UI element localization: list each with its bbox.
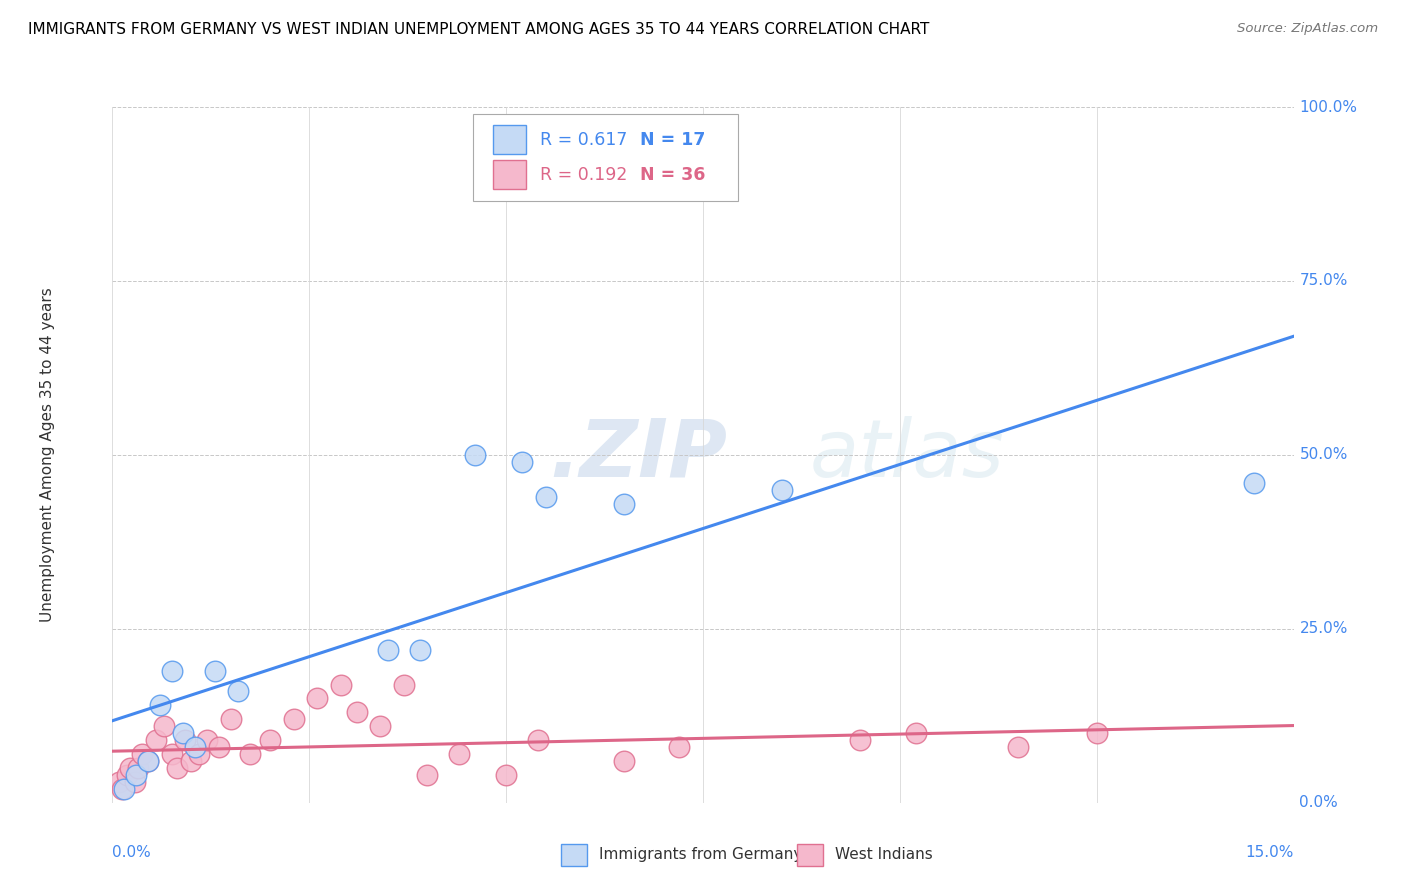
Point: [136, 754, 159, 768]
Text: R = 0.617: R = 0.617: [540, 131, 627, 149]
Point: [127, 761, 149, 775]
Point: [613, 754, 636, 768]
Point: [534, 490, 557, 504]
Point: [219, 712, 242, 726]
Text: Unemployment Among Ages 35 to 44 years: Unemployment Among Ages 35 to 44 years: [39, 287, 55, 623]
Text: West Indians: West Indians: [835, 847, 934, 863]
Text: Immigrants from Germany: Immigrants from Germany: [599, 847, 803, 863]
Point: [447, 747, 470, 761]
Point: [849, 733, 872, 747]
Point: [228, 684, 250, 698]
Point: [668, 740, 690, 755]
Point: [208, 740, 231, 755]
Point: [107, 775, 129, 789]
Point: [112, 781, 135, 796]
Point: [259, 733, 281, 747]
Point: [416, 768, 439, 782]
Point: [377, 642, 399, 657]
Text: 0.0%: 0.0%: [112, 845, 152, 860]
Point: [368, 719, 391, 733]
Text: 100.0%: 100.0%: [1299, 100, 1357, 114]
Text: Source: ZipAtlas.com: Source: ZipAtlas.com: [1237, 22, 1378, 36]
Point: [526, 733, 548, 747]
Point: [770, 483, 793, 497]
Point: [188, 747, 211, 761]
Point: [613, 497, 636, 511]
Text: N = 17: N = 17: [640, 131, 706, 149]
Text: R = 0.192: R = 0.192: [540, 166, 627, 184]
Point: [180, 754, 202, 768]
Point: [160, 747, 183, 761]
Point: [195, 733, 218, 747]
Point: [160, 664, 183, 678]
Point: [204, 664, 226, 678]
Text: atlas: atlas: [810, 416, 1004, 494]
Point: [115, 768, 138, 782]
Text: 75.0%: 75.0%: [1299, 274, 1348, 288]
Point: [307, 691, 329, 706]
Point: [136, 754, 159, 768]
Point: [145, 733, 167, 747]
Point: [118, 761, 141, 775]
Text: 50.0%: 50.0%: [1299, 448, 1348, 462]
Text: 15.0%: 15.0%: [1246, 845, 1294, 860]
Text: 25.0%: 25.0%: [1299, 622, 1348, 636]
Point: [1243, 475, 1265, 490]
FancyBboxPatch shape: [492, 160, 526, 189]
FancyBboxPatch shape: [797, 844, 824, 866]
Point: [329, 677, 352, 691]
Text: .ZIP: .ZIP: [550, 416, 727, 494]
Point: [464, 448, 486, 462]
Point: [904, 726, 927, 740]
Point: [495, 768, 517, 782]
FancyBboxPatch shape: [561, 844, 588, 866]
Point: [408, 642, 430, 657]
FancyBboxPatch shape: [492, 125, 526, 154]
Point: [392, 677, 415, 691]
FancyBboxPatch shape: [472, 114, 738, 201]
Point: [124, 775, 146, 789]
Point: [152, 719, 174, 733]
Text: IMMIGRANTS FROM GERMANY VS WEST INDIAN UNEMPLOYMENT AMONG AGES 35 TO 44 YEARS CO: IMMIGRANTS FROM GERMANY VS WEST INDIAN U…: [28, 22, 929, 37]
Point: [174, 733, 197, 747]
Point: [172, 726, 194, 740]
Point: [1007, 740, 1029, 755]
Text: 0.0%: 0.0%: [1299, 796, 1339, 810]
Text: N = 36: N = 36: [640, 166, 706, 184]
Point: [346, 706, 368, 720]
Point: [125, 768, 148, 782]
Point: [239, 747, 262, 761]
Point: [166, 761, 188, 775]
Point: [184, 740, 207, 755]
Point: [510, 455, 533, 469]
Point: [131, 747, 153, 761]
Point: [1085, 726, 1108, 740]
Point: [111, 781, 134, 796]
Point: [283, 712, 305, 726]
Point: [149, 698, 172, 713]
